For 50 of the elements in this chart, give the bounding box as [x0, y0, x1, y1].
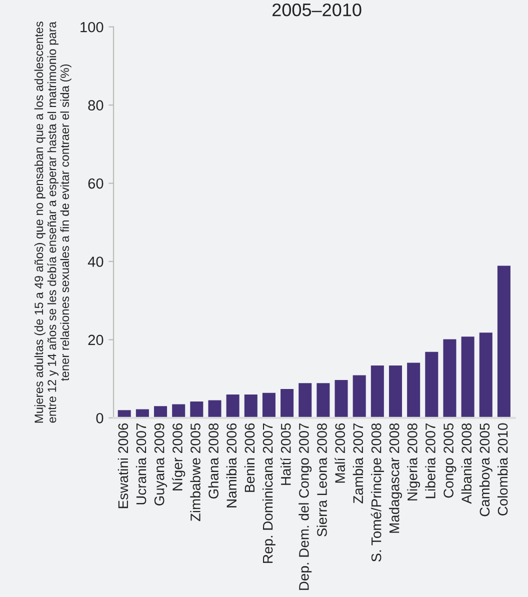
bar: [244, 394, 258, 418]
x-tick-label: S. Tomé/Principe 2008: [370, 423, 384, 562]
bar: [190, 401, 204, 418]
y-tick-label: 0: [96, 413, 104, 424]
x-tick-label: Rep. Dominicana 2007: [262, 423, 276, 563]
x-tick-label: Zimbabwe 2005: [190, 423, 200, 522]
bar: [280, 388, 294, 418]
bar: [461, 336, 474, 418]
x-tick-label: Madagascar 2008: [389, 423, 402, 533]
bar: [226, 394, 240, 418]
y-tick-label: 60: [88, 178, 104, 189]
bar: [334, 380, 348, 418]
y-tick-label: 100: [80, 22, 104, 32]
bar: [443, 339, 456, 418]
bar: [370, 366, 384, 418]
x-tick-label: Malí 2006: [334, 423, 345, 483]
bar: [298, 383, 312, 418]
bar: [497, 266, 510, 418]
x-tick-label: Colombia 2010: [497, 423, 508, 516]
bar: [479, 332, 492, 418]
bar: [425, 352, 438, 418]
x-tick-label: Ghana 2008: [208, 423, 218, 499]
bar: [172, 404, 186, 418]
x-tick-label: Benin 2006: [244, 423, 255, 492]
x-tick-label: Liberia 2007: [425, 423, 436, 498]
y-tick-label: 20: [88, 334, 104, 346]
y-axis-title: Mujeres adultas (de 15 a 49 años) que no pensaban que a los adolescentes entre 12 y 14 años se les debía enseñar a esperar hasta el matrimonio para tener relaciones sexuales a fin de evitar contraer el sida (%): [34, 22, 72, 423]
x-tick-label: Zambia 2007: [352, 423, 364, 504]
y-tick-label: 40: [88, 256, 104, 267]
x-tick-label: Eswatini 2006: [118, 423, 128, 508]
bar: [316, 383, 330, 418]
x-tick-label: Níger 2006: [172, 423, 186, 490]
x-tick-label: Haití 2005: [280, 423, 291, 485]
x-tick-label: Dep. Dem. del Congo 2007: [298, 423, 312, 590]
bar: [154, 406, 168, 418]
chart-title: 2005–2010: [272, 3, 362, 16]
bar: [388, 366, 402, 418]
x-tick-label: Sierra Leona 2008: [316, 423, 327, 536]
x-tick-label: Congo 2005: [444, 423, 456, 498]
y-tick-label: 80: [88, 100, 104, 110]
x-tick-label: Camboya 2005: [479, 423, 492, 516]
bar: [407, 362, 420, 418]
bar: [352, 375, 366, 418]
bar: [208, 400, 222, 418]
x-tick-label: Namibia 2006: [226, 423, 237, 508]
x-tick-label: Nigeria 2008: [407, 423, 420, 500]
bar: [262, 392, 276, 418]
x-tick-label: Guyana 2009: [154, 423, 167, 506]
x-tick-label: Albania 2008: [461, 423, 472, 504]
x-tick-label: Ucrania 2007: [136, 423, 146, 504]
